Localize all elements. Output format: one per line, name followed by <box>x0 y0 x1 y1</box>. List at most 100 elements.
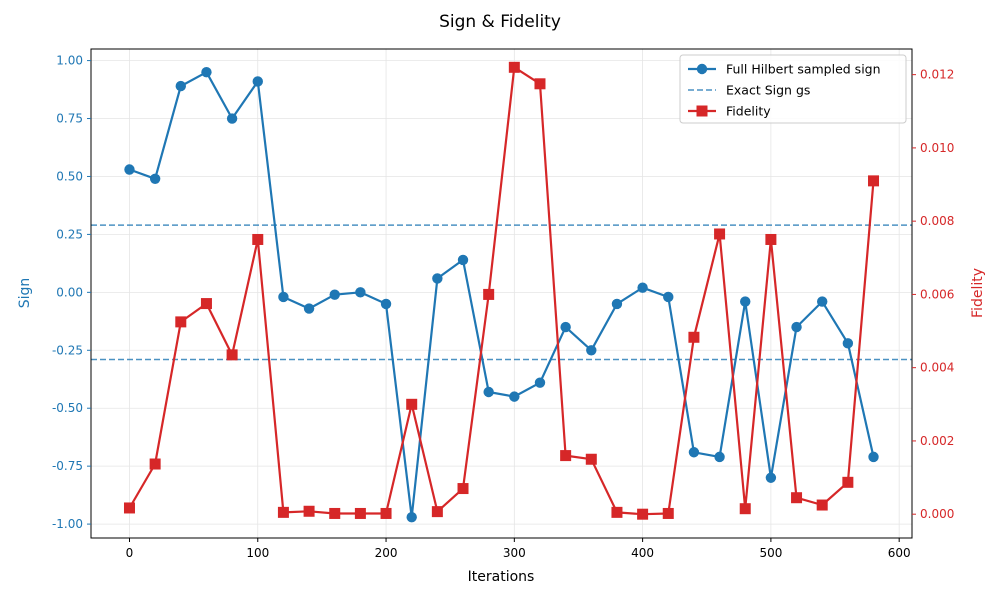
left-y-tick-label: 0.75 <box>56 112 83 126</box>
sign-point <box>355 287 366 298</box>
sign-point <box>765 472 777 483</box>
sign-point <box>817 296 828 307</box>
left-y-axis-title: Sign <box>17 278 33 309</box>
sign-point <box>201 66 212 78</box>
fidelity-point <box>534 78 546 90</box>
sign-point <box>688 447 700 458</box>
fidelity-point <box>637 508 649 520</box>
fidelity-point <box>868 175 880 187</box>
legend-box <box>679 54 907 124</box>
fidelity-point <box>611 506 623 518</box>
fidelity-series-line <box>128 66 875 516</box>
sign-point <box>483 386 494 398</box>
series-layer <box>123 61 880 523</box>
fidelity-point <box>483 288 495 300</box>
fidelity-point <box>560 450 572 462</box>
sign-point <box>791 321 802 333</box>
fidelity-point <box>226 349 238 361</box>
sign-point <box>406 511 417 523</box>
sign-point <box>663 291 674 303</box>
sign-point <box>637 282 648 293</box>
left-y-tick-label: -0.50 <box>52 401 83 415</box>
right-y-tick-label: 0.004 <box>920 361 954 375</box>
sign-point <box>714 451 725 463</box>
left-y-tick-label: 1.00 <box>56 54 83 68</box>
sign-point <box>534 377 546 388</box>
fidelity-point <box>508 61 520 73</box>
fidelity-point <box>842 476 854 488</box>
sign-point <box>457 254 469 266</box>
right-y-tick-label: 0.008 <box>920 214 954 228</box>
sign-point <box>278 291 289 303</box>
right-y-tick-label: 0.012 <box>920 68 954 82</box>
sign-point <box>226 113 238 124</box>
sign-point <box>842 338 854 349</box>
sign-point <box>175 80 186 92</box>
fidelity-point <box>662 507 674 519</box>
plot-frame <box>90 48 913 539</box>
fidelity-point <box>585 453 597 465</box>
fidelity-point <box>123 502 135 514</box>
fidelity-point <box>149 458 161 470</box>
fidelity-point <box>200 298 212 310</box>
right-y-tick-label: 0.010 <box>920 141 954 155</box>
legend-label: Exact Sign gs <box>726 83 810 98</box>
fidelity-point <box>329 507 341 519</box>
fidelity-point <box>175 316 187 328</box>
fidelity-point <box>714 228 726 240</box>
sign-point <box>611 298 623 310</box>
fidelity-point <box>303 505 315 517</box>
sign-point <box>509 391 520 402</box>
right-y-axis-title: Fidelity <box>970 268 986 318</box>
sign-point <box>380 298 392 310</box>
x-tick-label: 0 <box>126 546 134 560</box>
legend-swatch-circle <box>696 63 708 75</box>
x-axis-title: Iterations <box>468 569 535 585</box>
x-tick-label: 100 <box>246 546 269 560</box>
fidelity-point <box>457 483 469 495</box>
axes: 0 100 200 300 400 500 600 -1.00 -0.75 -0.50 -0.25 0… <box>52 48 954 560</box>
legend: Full Hilbert sampled sign Exact Sign gs Fi… <box>679 54 907 124</box>
sign-point <box>432 273 443 284</box>
fidelity-point <box>431 506 443 518</box>
x-tick-label: 200 <box>375 546 398 560</box>
left-y-tick-label: -1.00 <box>52 517 83 531</box>
fidelity-point <box>252 233 264 245</box>
fidelity-point <box>354 507 366 519</box>
sign-point <box>149 173 161 184</box>
sign-point <box>124 164 135 175</box>
legend-swatch-square <box>696 105 708 117</box>
sign-point <box>586 345 597 356</box>
sign-point <box>560 321 571 333</box>
x-tick-label: 300 <box>503 546 526 560</box>
fidelity-point <box>277 506 289 518</box>
fidelity-point <box>739 503 751 515</box>
sign-series-line <box>129 71 875 519</box>
sign-point <box>303 303 315 314</box>
fidelity-point <box>406 398 418 410</box>
fidelity-point <box>765 233 777 245</box>
right-y-tick-label: 0.002 <box>920 434 954 448</box>
fidelity-point <box>791 492 803 504</box>
right-y-tick-label: 0.006 <box>920 287 954 301</box>
legend-label: Fidelity <box>726 104 771 119</box>
legend-label: Full Hilbert sampled sign <box>726 62 881 77</box>
left-y-tick-label: 0.00 <box>56 285 83 299</box>
left-y-tick-label: 0.50 <box>56 169 83 183</box>
chart-title: Sign & Fidelity <box>439 12 561 32</box>
x-tick-label: 500 <box>759 546 782 560</box>
fidelity-point <box>816 499 828 511</box>
left-y-tick-label: -0.75 <box>52 459 83 473</box>
fidelity-point <box>688 331 700 343</box>
left-y-tick-label: -0.25 <box>52 343 83 357</box>
sign-point <box>868 451 879 463</box>
x-tick-label: 400 <box>631 546 654 560</box>
sign-point <box>329 289 340 300</box>
x-tick-label: 600 <box>888 546 911 560</box>
right-y-tick-label: 0.000 <box>920 507 954 521</box>
left-y-tick-label: 0.25 <box>56 227 83 241</box>
sign-point <box>740 296 751 307</box>
fidelity-point <box>380 507 392 519</box>
